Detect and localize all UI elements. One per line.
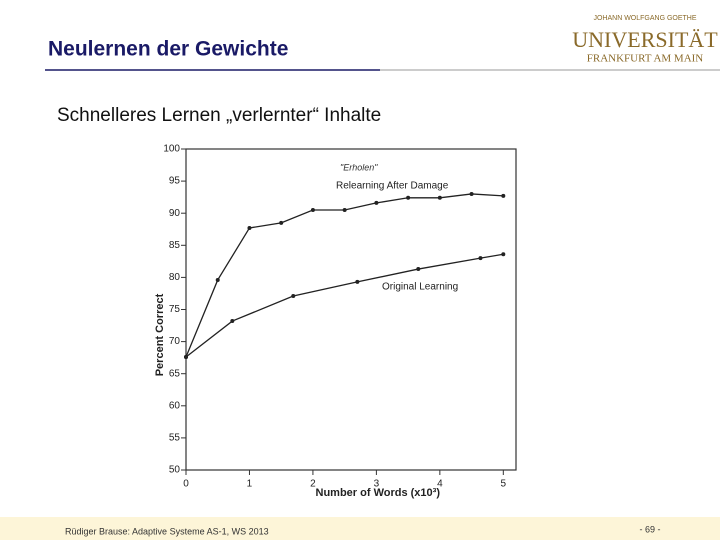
slide-title: Neulernen der Gewichte bbox=[48, 38, 288, 61]
y-tick-label: 65 bbox=[169, 368, 181, 379]
x-tick-label: 2 bbox=[310, 479, 316, 490]
plot-frame bbox=[185, 148, 517, 471]
logo-city: FRANKFURT AM MAIN bbox=[587, 53, 704, 65]
x-tick-label: 5 bbox=[501, 479, 507, 490]
x-tick-label: 0 bbox=[183, 479, 189, 490]
series-label: Original Learning bbox=[382, 282, 458, 293]
x-tick-label: 4 bbox=[437, 479, 443, 490]
data-point bbox=[469, 191, 474, 196]
data-point bbox=[478, 256, 483, 261]
data-point bbox=[291, 294, 296, 299]
y-axis-label: Percent Correct bbox=[154, 293, 166, 376]
data-point bbox=[374, 200, 379, 205]
data-point bbox=[416, 267, 421, 272]
y-tick-label: 50 bbox=[169, 465, 181, 476]
slide-subtitle: Schnelleres Lernen „verlernter“ Inhalte bbox=[57, 105, 381, 126]
series-line bbox=[185, 193, 504, 358]
data-point bbox=[501, 193, 506, 198]
footer-page: - 69 - bbox=[639, 524, 660, 534]
footer-band bbox=[0, 517, 720, 540]
data-point bbox=[215, 277, 220, 282]
x-axis-label: Number of Words (x10³) bbox=[316, 487, 441, 499]
footer-author: Rüdiger Brause: Adaptive Systeme AS-1, W… bbox=[65, 526, 269, 536]
y-tick-label: 75 bbox=[169, 304, 181, 315]
y-tick-label: 85 bbox=[169, 240, 181, 251]
series-label: Relearning After Damage bbox=[336, 181, 449, 192]
data-point bbox=[230, 319, 235, 324]
y-tick-label: 80 bbox=[169, 272, 181, 283]
y-tick-label: 95 bbox=[169, 176, 181, 187]
y-tick-label: 90 bbox=[169, 208, 181, 219]
data-point bbox=[355, 279, 360, 284]
x-tick-label: 1 bbox=[247, 479, 253, 490]
x-tick-label: 3 bbox=[374, 479, 380, 490]
y-tick-label: 60 bbox=[169, 400, 181, 411]
data-point bbox=[247, 225, 252, 230]
logo-name: UNIVERSITÄT bbox=[572, 27, 718, 52]
y-tick-label: 55 bbox=[169, 433, 181, 444]
data-point bbox=[501, 252, 506, 257]
data-point bbox=[342, 207, 347, 212]
data-point bbox=[184, 355, 188, 360]
data-point bbox=[310, 207, 315, 212]
annotation: "Erholen" bbox=[340, 162, 378, 172]
series-line bbox=[185, 253, 504, 358]
data-point bbox=[279, 220, 284, 225]
y-tick-label: 100 bbox=[163, 144, 180, 155]
data-point bbox=[437, 195, 442, 200]
y-tick-label: 70 bbox=[169, 336, 181, 347]
data-point bbox=[406, 195, 411, 200]
logo-top: JOHANN WOLFGANG GOETHE bbox=[593, 15, 696, 22]
